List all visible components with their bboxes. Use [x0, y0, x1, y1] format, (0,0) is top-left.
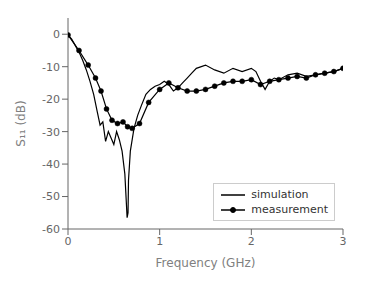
- svg-text:-60: -60: [42, 223, 60, 236]
- svg-text:0: 0: [53, 28, 60, 41]
- svg-text:-50: -50: [42, 190, 60, 203]
- svg-text:-10: -10: [42, 61, 60, 74]
- svg-text:1: 1: [156, 235, 163, 248]
- svg-text:2: 2: [248, 235, 255, 248]
- svg-text:-20: -20: [42, 93, 60, 106]
- svg-text:Frequency (GHz): Frequency (GHz): [156, 256, 256, 270]
- svg-text:3: 3: [340, 235, 347, 248]
- svg-text:-30: -30: [42, 126, 60, 139]
- svg-text:-40: -40: [42, 158, 60, 171]
- svg-text:0: 0: [65, 235, 72, 248]
- svg-text:S₁₁ (dB): S₁₁ (dB): [14, 100, 28, 146]
- html-text:measurement: measurement: [251, 203, 328, 216]
- html-text:simulation: simulation: [251, 188, 309, 201]
